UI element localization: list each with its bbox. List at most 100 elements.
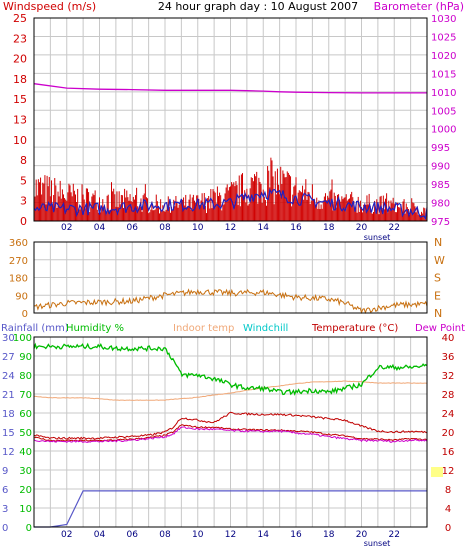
bottom-panel-frame — [33, 336, 428, 528]
barometer-tick-label: 980 — [431, 199, 450, 210]
average-wind-line — [33, 188, 428, 221]
temperature-tick-label: 32 — [442, 371, 455, 382]
top-x-tick-label: 20 — [356, 223, 368, 233]
rainfall-tick-label: 24 — [2, 371, 15, 382]
rainfall-tick-label: 12 — [2, 447, 15, 458]
windspeed-tick-label: 8 — [20, 154, 27, 167]
humidity-tick-label: 100 — [13, 333, 32, 344]
rainfall-tick-label: 3 — [2, 504, 8, 515]
humidity-tick-label: 50 — [19, 428, 32, 439]
direction-tick-label: 0 — [22, 309, 28, 320]
chart-title: 24 hour graph day : 10 August 2007 — [158, 0, 358, 13]
windspeed-tick-label: 18 — [13, 73, 27, 86]
windspeed-tick-label: 15 — [13, 93, 27, 106]
barometer-tick-label: 990 — [431, 162, 450, 173]
bottom-x-tick-label: 12 — [225, 530, 236, 540]
top-x-tick-label: 10 — [192, 223, 204, 233]
top-x-tick-label: 08 — [159, 223, 171, 233]
indoor-temp-label: Indoor temp — [173, 323, 234, 334]
barometer-tick-label: 1010 — [431, 88, 456, 99]
top-x-tick-label: 02 — [61, 223, 72, 233]
barometer-tick-label: 975 — [431, 217, 450, 228]
temperature-tick-label: 8 — [445, 485, 451, 496]
top-sunset-label: sunset — [364, 233, 391, 242]
humidity-tick-label: 30 — [19, 466, 32, 477]
bottom-x-tick-label: 02 — [61, 530, 72, 540]
indoor-temp-line — [33, 380, 428, 401]
bottom-x-tick-label: 06 — [127, 530, 139, 540]
compass-tick-label: W — [434, 254, 445, 267]
barometer-tick-label: 995 — [431, 143, 450, 154]
gap-highlight — [431, 467, 443, 477]
rainfall-tick-label: 30 — [2, 333, 15, 344]
temperature-tick-label: 24 — [442, 409, 455, 420]
rainfall-axis-title: Rainfall (mm) — [1, 323, 69, 334]
top-x-tick-label: 14 — [258, 223, 270, 233]
temperature-tick-label: 40 — [442, 333, 455, 344]
humidity-tick-label: 20 — [19, 485, 32, 496]
top-x-tick-label: 06 — [127, 223, 139, 233]
humidity-axis-title: Humidity % — [66, 323, 124, 334]
windspeed-tick-label: 13 — [13, 114, 27, 127]
barometer-tick-label: 1030 — [431, 14, 456, 25]
humidity-tick-label: 40 — [19, 447, 32, 458]
windchill-label: Windchill — [243, 323, 288, 334]
humidity-tick-label: 60 — [19, 409, 32, 420]
barometer-axis-title: Barometer (hPa) — [374, 0, 464, 13]
barometer-tick-label: 985 — [431, 180, 450, 191]
top-x-tick-label: 18 — [323, 223, 335, 233]
direction-tick-label: 90 — [15, 291, 28, 302]
compass-tick-label: N — [434, 307, 442, 320]
humidity-tick-label: 80 — [19, 371, 32, 382]
barometer-line — [33, 83, 427, 94]
bottom-x-tick-label: 04 — [94, 530, 106, 540]
top-x-tick-label: 16 — [290, 223, 302, 233]
barometer-tick-label: 1020 — [431, 51, 456, 62]
bottom-x-tick-label: 22 — [389, 530, 400, 540]
barometer-tick-label: 1000 — [431, 125, 456, 136]
top-panel-series — [33, 83, 428, 221]
windspeed-tick-label: 3 — [20, 195, 27, 208]
top-x-tick-label: 12 — [225, 223, 236, 233]
windspeed-tick-label: 10 — [13, 134, 27, 147]
dew-point-label: Dew Point — [415, 323, 465, 334]
temperature-tick-label: 36 — [442, 352, 455, 363]
windspeed-tick-label: 23 — [13, 32, 27, 45]
rainfall-tick-label: 21 — [2, 390, 15, 401]
bottom-x-tick-label: 08 — [159, 530, 171, 540]
temperature-tick-label: 28 — [442, 390, 455, 401]
rainfall-tick-label: 0 — [2, 523, 8, 534]
dew-point-line — [33, 426, 428, 444]
bottom-x-tick-label: 16 — [290, 530, 302, 540]
humidity-tick-label: 0 — [26, 523, 32, 534]
bottom-sunset-label: sunset — [364, 539, 391, 548]
temperature-tick-label: 4 — [445, 504, 451, 515]
bottom-x-tick-label: 14 — [258, 530, 270, 540]
compass-tick-label: E — [434, 289, 441, 302]
top-panel-axes: 02 04 06 08 10 12 14 16 18 20 22 25 23 20 18 15 13 10 8 5 3 0… — [13, 12, 456, 233]
temperature-tick-label: 12 — [442, 466, 455, 477]
rainfall-tick-label: 15 — [2, 428, 15, 439]
temperature-tick-label: 16 — [442, 447, 455, 458]
bottom-panel-series — [33, 342, 428, 528]
top-panel-frame — [33, 17, 428, 222]
windspeed-tick-label: 5 — [20, 174, 27, 187]
humidity-tick-label: 70 — [19, 390, 32, 401]
windspeed-tick-label: 0 — [20, 215, 27, 228]
mid-panel-frame — [33, 241, 428, 314]
windchill-line — [33, 424, 428, 442]
bottom-x-tick-label: 18 — [323, 530, 335, 540]
humidity-tick-label: 10 — [19, 504, 32, 515]
humidity-tick-label: 90 — [19, 352, 32, 363]
barometer-tick-label: 1025 — [431, 32, 456, 43]
compass-tick-label: S — [434, 272, 441, 285]
direction-tick-label: 360 — [9, 238, 28, 249]
rainfall-tick-label: 27 — [2, 352, 15, 363]
rainfall-tick-label: 9 — [2, 466, 8, 477]
humidity-line — [33, 342, 428, 396]
compass-tick-label: N — [434, 236, 442, 249]
bottom-x-tick-label: 20 — [356, 530, 368, 540]
rainfall-tick-label: 6 — [2, 485, 8, 496]
